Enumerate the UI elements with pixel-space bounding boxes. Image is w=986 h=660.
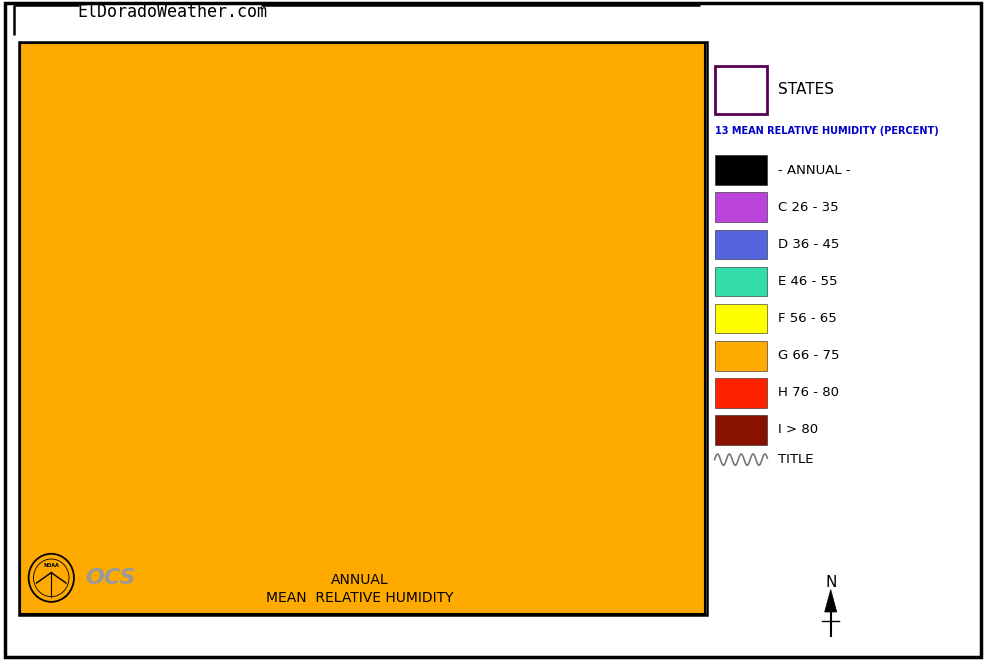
Bar <box>715 304 767 333</box>
Bar <box>715 267 767 296</box>
Text: E 46 - 55: E 46 - 55 <box>778 275 837 288</box>
Text: F 56 - 65: F 56 - 65 <box>778 312 837 325</box>
Text: D 36 - 45: D 36 - 45 <box>778 238 839 251</box>
Text: OCS: OCS <box>85 568 136 588</box>
Text: 13 MEAN RELATIVE HUMIDITY (PERCENT): 13 MEAN RELATIVE HUMIDITY (PERCENT) <box>715 125 939 136</box>
Bar <box>715 341 767 371</box>
Bar <box>715 193 767 222</box>
Text: C 26 - 35: C 26 - 35 <box>778 201 838 214</box>
Bar <box>715 415 767 445</box>
Text: ANNUAL: ANNUAL <box>331 573 388 587</box>
Text: - ANNUAL -: - ANNUAL - <box>778 164 851 177</box>
Polygon shape <box>824 589 837 612</box>
Text: TITLE: TITLE <box>778 453 813 466</box>
Bar <box>715 155 767 185</box>
Bar <box>715 230 767 259</box>
Bar <box>715 378 767 408</box>
Text: STATES: STATES <box>778 82 834 97</box>
Text: ElDoradoWeather.com: ElDoradoWeather.com <box>78 3 267 21</box>
Text: G 66 - 75: G 66 - 75 <box>778 349 839 362</box>
Bar <box>715 66 767 114</box>
Text: MEAN  RELATIVE HUMIDITY: MEAN RELATIVE HUMIDITY <box>266 591 454 605</box>
Text: I > 80: I > 80 <box>778 424 818 436</box>
Text: H 76 - 80: H 76 - 80 <box>778 386 839 399</box>
Text: NOAA: NOAA <box>43 563 59 568</box>
Text: N: N <box>825 575 836 590</box>
